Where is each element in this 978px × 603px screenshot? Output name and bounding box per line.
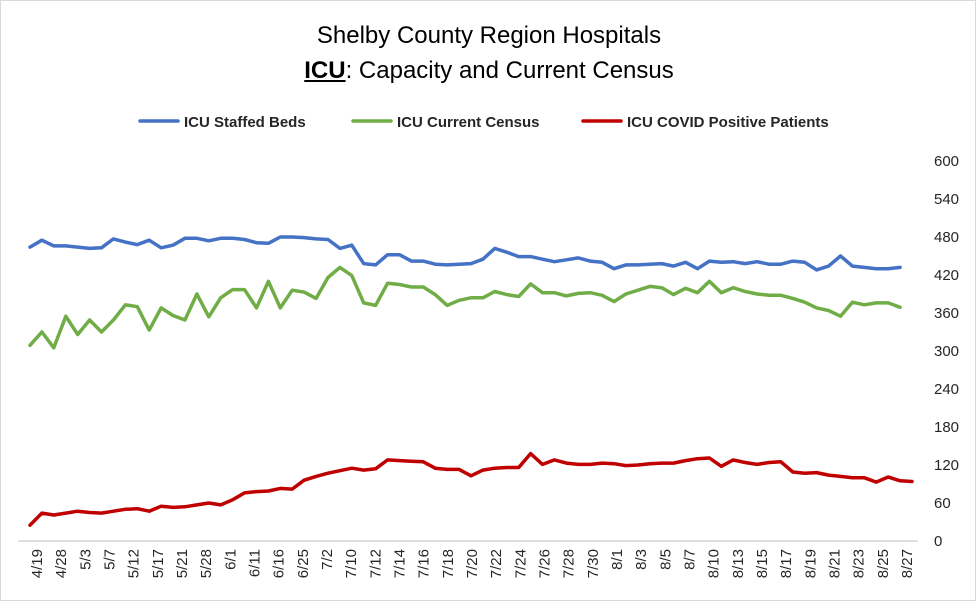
x-tick-label: 7/16 [416,549,433,578]
x-tick-label: 7/2 [319,549,336,570]
legend-entry: ICU COVID Positive Patients [627,114,829,131]
x-tick-label: 8/21 [827,549,844,578]
x-tick-label: 8/1 [609,549,626,570]
series-line-3 [28,451,914,527]
x-tick-label: 8/19 [802,549,819,578]
x-tick-label: 8/13 [730,549,747,578]
y-tick-label: 120 [934,457,959,474]
x-tick-label: 6/25 [295,549,312,578]
x-tick-label: 6/1 [222,549,239,570]
series-line-2 [28,265,902,350]
y-tick-label: 60 [934,495,951,512]
y-axis: 0 60 120 180 240 300 360 420 480 540 600 [934,153,959,550]
x-tick-label: 8/10 [706,549,723,578]
x-tick-label: 8/7 [682,549,699,570]
x-tick-label: 7/18 [440,549,457,578]
x-tick-label: 7/24 [512,549,529,578]
y-tick-label: 600 [934,153,959,170]
chart-subtitle: ICU: Capacity and Current Census [0,57,978,85]
y-tick-label: 0 [934,533,942,550]
legend: ICU Staffed Beds ICU Current Census ICU CO… [138,114,829,131]
x-tick-label: 7/10 [343,549,360,578]
chart-subtitle-rest: : Capacity and Current Census [345,57,674,84]
y-tick-label: 420 [934,267,959,284]
x-tick-label: 8/25 [875,549,892,578]
y-tick-label: 480 [934,229,959,246]
x-tick-label: 5/3 [77,549,94,570]
y-tick-label: 240 [934,381,959,398]
y-tick-label: 300 [934,343,959,360]
x-tick-label: 8/23 [851,549,868,578]
chart-subtitle-bold: ICU [304,57,346,84]
x-tick-label: 8/15 [754,549,771,578]
x-tick-label: 5/17 [150,549,167,578]
x-tick-label: 7/14 [392,549,409,578]
y-tick-label: 540 [934,191,959,208]
legend-entry: ICU Current Census [397,114,540,131]
x-tick-label: 7/20 [464,549,481,578]
x-tick-label: 7/22 [488,549,505,578]
x-tick-label: 6/11 [247,549,264,577]
x-tick-label: 6/16 [271,549,288,578]
x-tick-label: 7/28 [561,549,578,578]
x-tick-label: 4/28 [53,549,70,578]
x-tick-label: 4/19 [29,549,46,578]
x-tick-label: 7/30 [585,549,602,578]
x-tick-label: 8/27 [899,549,916,578]
x-tick-label: 8/17 [778,549,795,578]
chart-title: Shelby County Region Hospitals [316,22,662,49]
series-lines [28,235,914,527]
legend-entry: ICU Staffed Beds [184,114,306,131]
x-tick-label: 5/7 [102,549,119,570]
x-tick-label: 7/26 [537,549,554,578]
x-tick-label: 5/21 [174,549,191,578]
x-tick-label: 8/5 [657,549,674,570]
y-tick-label: 180 [934,419,959,436]
y-tick-label: 360 [934,305,959,322]
x-axis: 4/19 4/28 5/3 5/7 5/12 5/17 5/21 5/28 6/1 6/11 6/1… [18,540,918,578]
x-tick-label: 5/12 [126,549,143,578]
x-tick-label: 8/3 [633,549,650,570]
series-line-1 [28,235,902,272]
x-tick-label: 5/28 [198,549,215,578]
x-tick-label: 7/12 [367,549,384,578]
